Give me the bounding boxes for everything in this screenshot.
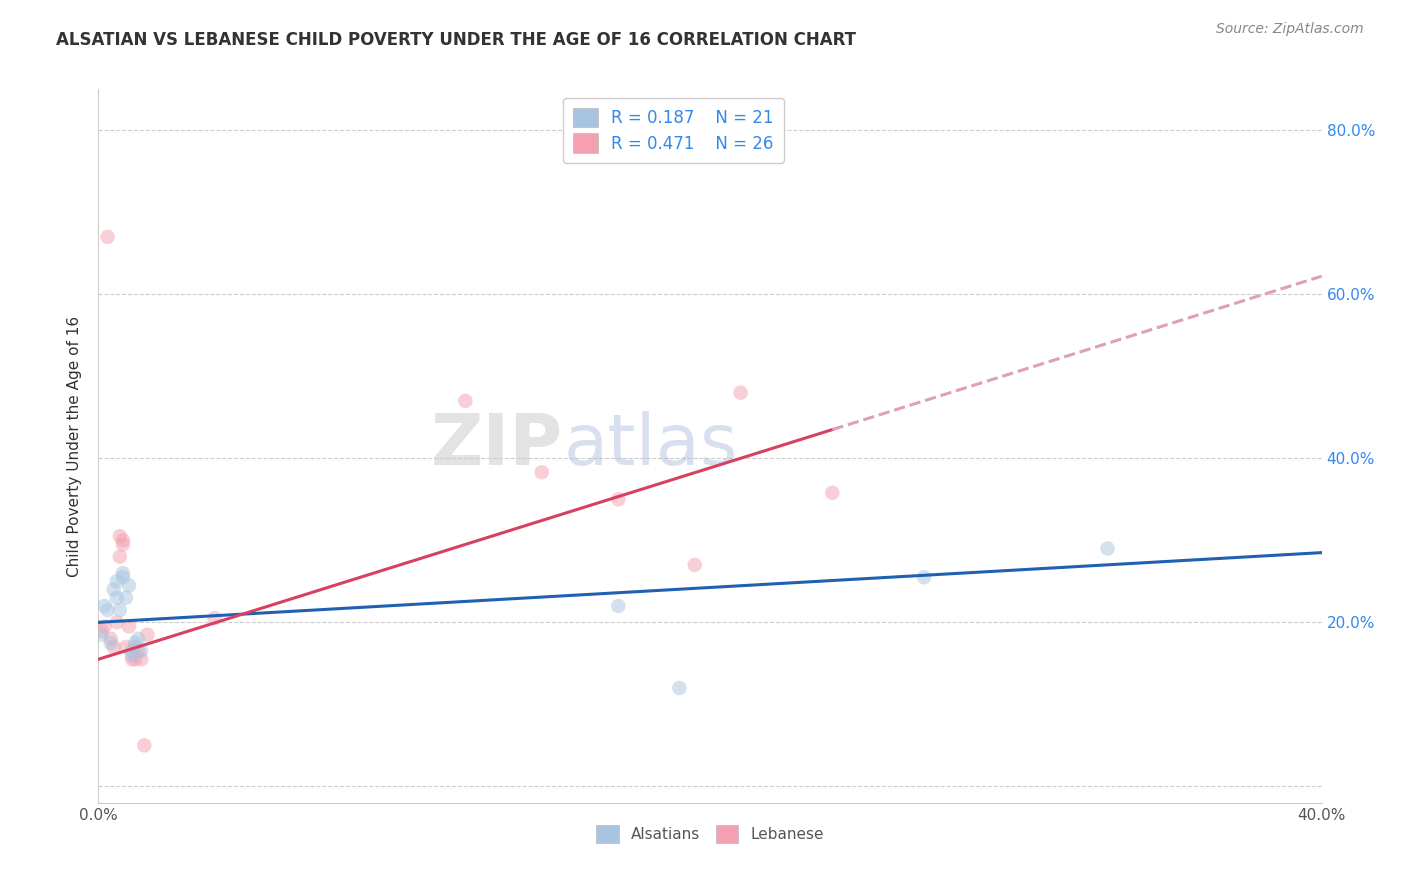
Point bbox=[100, 636, 122, 650]
Point bbox=[105, 591, 128, 605]
Point bbox=[118, 578, 141, 592]
Text: atlas: atlas bbox=[564, 411, 738, 481]
Point bbox=[103, 582, 125, 597]
Point bbox=[90, 624, 112, 638]
Point bbox=[124, 636, 146, 650]
Point bbox=[454, 393, 477, 408]
Point bbox=[121, 652, 143, 666]
Point bbox=[108, 529, 131, 543]
Point bbox=[607, 599, 630, 613]
Point bbox=[129, 652, 152, 666]
Point bbox=[118, 619, 141, 633]
Point bbox=[93, 599, 115, 613]
Point bbox=[108, 603, 131, 617]
Point bbox=[111, 533, 134, 548]
Point bbox=[124, 640, 146, 654]
Text: ALSATIAN VS LEBANESE CHILD POVERTY UNDER THE AGE OF 16 CORRELATION CHART: ALSATIAN VS LEBANESE CHILD POVERTY UNDER… bbox=[56, 31, 856, 49]
Legend: Alsatians, Lebanese: Alsatians, Lebanese bbox=[589, 819, 831, 848]
Point bbox=[121, 644, 143, 658]
Point bbox=[129, 644, 152, 658]
Point bbox=[136, 627, 159, 641]
Text: Source: ZipAtlas.com: Source: ZipAtlas.com bbox=[1216, 22, 1364, 37]
Point bbox=[103, 640, 125, 654]
Point bbox=[115, 591, 138, 605]
Point bbox=[683, 558, 706, 572]
Point bbox=[115, 640, 138, 654]
Point bbox=[607, 492, 630, 507]
Point bbox=[127, 632, 149, 646]
Point bbox=[111, 570, 134, 584]
Text: ZIP: ZIP bbox=[432, 411, 564, 481]
Point bbox=[93, 619, 115, 633]
Point bbox=[127, 644, 149, 658]
Y-axis label: Child Poverty Under the Age of 16: Child Poverty Under the Age of 16 bbox=[67, 316, 83, 576]
Point bbox=[111, 566, 134, 581]
Point bbox=[121, 648, 143, 662]
Point bbox=[108, 549, 131, 564]
Point bbox=[97, 230, 120, 244]
Point bbox=[97, 603, 120, 617]
Point bbox=[124, 652, 146, 666]
Point bbox=[105, 574, 128, 589]
Point bbox=[105, 615, 128, 630]
Point bbox=[134, 739, 156, 753]
Point bbox=[821, 485, 844, 500]
Point bbox=[912, 570, 935, 584]
Point bbox=[1097, 541, 1119, 556]
Point bbox=[100, 632, 122, 646]
Point bbox=[204, 611, 226, 625]
Point bbox=[730, 385, 752, 400]
Point bbox=[111, 537, 134, 551]
Point bbox=[668, 681, 690, 695]
Point bbox=[90, 627, 112, 641]
Point bbox=[530, 465, 553, 479]
